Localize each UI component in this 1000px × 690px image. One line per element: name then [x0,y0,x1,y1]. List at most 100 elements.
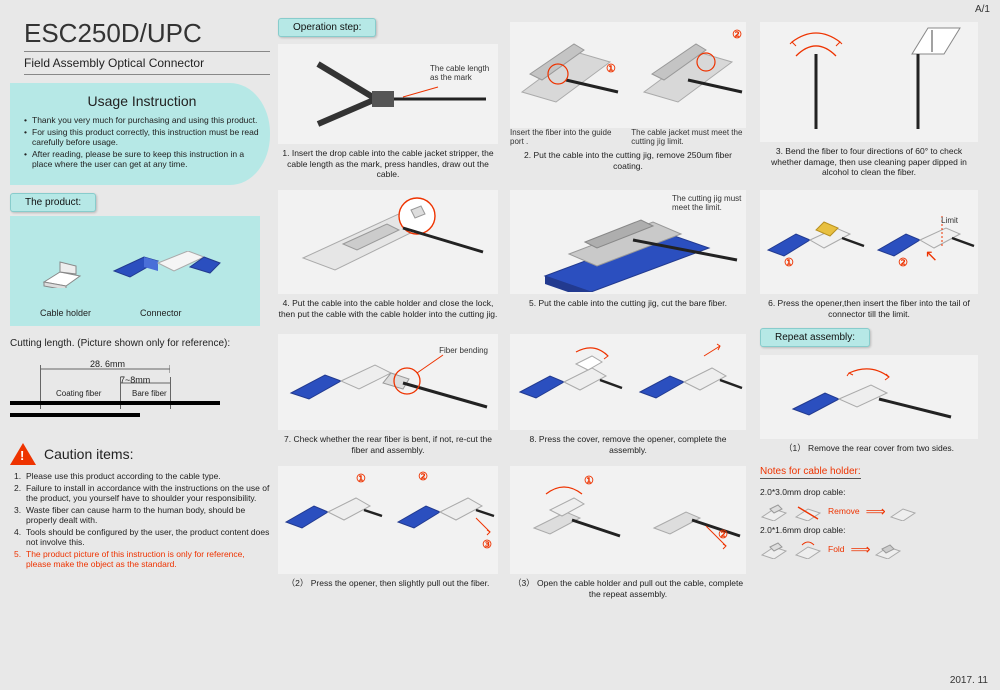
jig-icon [636,22,746,118]
cutting-length-title: Cutting length. (Picture shown only for … [10,338,270,349]
repeat-label: Repeat assembly: [760,328,870,347]
step1-note: The cable length as the mark [430,64,496,82]
arrow-icon: ↖ [925,246,938,266]
limit-label: Limit [941,216,958,225]
usage-item: After reading, please be sure to keep th… [24,149,260,169]
step2-note1: Insert the fiber into the guide port . [510,128,623,146]
holder-jig-icon [283,192,493,292]
step-badge-3: ③ [482,538,492,551]
step2-caption: 2. Put the cable into the cutting jig, r… [510,150,746,171]
step-5: The cutting jig must meet the limit. 5. … [510,190,746,309]
step-4: 4. Put the cable into the cable holder a… [278,190,498,319]
connector-label: Connector [140,308,182,318]
step4-caption: 4. Put the cable into the cable holder a… [278,298,498,319]
bare-label: Bare fiber [132,389,167,398]
step-badge-1: ① [784,256,794,269]
repeat-3: ① ② （3） Open the cable holder and pull o… [510,466,746,599]
caution-header: Caution items: [10,443,270,465]
clean-icon [872,24,972,134]
caution-title: Caution items: [44,446,133,462]
caution-item: 5.The product picture of this instructio… [14,549,270,569]
stripper-icon [288,49,488,139]
step5-note: The cutting jig must meet the limit. [672,194,744,212]
cutting-length-diagram: 28. 6mm 7~8mm Coating fiber Bare fiber [10,359,230,429]
holder-icon [794,501,822,521]
connector-icon [512,336,624,424]
repeat-2: ① ② ③ （2） Press the opener, then slightl… [278,466,498,589]
caution-item: 2.Failure to install in accordance with … [14,483,270,503]
repeat3-caption: （3） Open the cable holder and pull out t… [510,578,746,599]
step6-caption: 6. Press the opener,then insert the fibe… [760,298,978,319]
model-title: ESC250D/UPC [24,18,270,52]
connector-icon [762,196,866,286]
step-badge-2: ② [898,256,908,269]
holder-icon [889,501,917,521]
connector-icon [278,468,384,568]
remove-label: Remove [828,506,860,516]
connector-icon [632,336,744,424]
connector-icon [110,251,230,291]
notes-line1: 2.0*3.0mm drop cable: [760,487,978,497]
holder-icon [794,539,822,559]
step1-caption: 1. Insert the drop cable into the cable … [278,148,498,180]
left-column: ESC250D/UPC Field Assembly Optical Conne… [10,10,270,571]
cable-holder-label: Cable holder [40,308,91,318]
caution-item: 1.Please use this product according to t… [14,471,270,481]
step5-caption: 5. Put the cable into the cutting jig, c… [510,298,746,309]
arrow-icon: ⟹ [866,503,883,520]
holder-open-icon [632,468,744,568]
connector-icon [390,468,496,568]
holder-open-icon [512,468,624,568]
product-box: Cable holder Connector [10,216,260,326]
caution-item: 3.Waste fiber can cause harm to the huma… [14,505,270,525]
holder-icon [760,501,788,521]
connector-icon [779,359,959,435]
step-7: Fiber bending 7. Check whether the rear … [278,334,498,455]
warning-triangle-icon [10,443,36,465]
usage-item: Thank you very much for purchasing and u… [24,115,260,125]
usage-item: For using this product correctly, this i… [24,127,260,147]
step3-caption: 3. Bend the fiber to four directions of … [760,146,978,178]
jig-icon [510,22,620,118]
step2-note2: The cable jacket must meet the cutting j… [631,128,744,146]
step-badge-1: ① [584,474,594,487]
operation-step-label: Operation step: [278,18,376,37]
product-label: The product: [10,193,96,212]
step-badge-2: ② [732,28,742,41]
usage-title: Usage Instruction [24,93,260,109]
bend-icon [766,24,866,134]
fold-label: Fold [828,544,845,554]
step-6: ① Limit ② ↖ 6. Press the opener,then ins… [760,190,978,319]
notes-line2: 2.0*1.6mm drop cable: [760,525,978,535]
repeat-1: Repeat assembly: （1） Remove the rear cov… [760,328,978,454]
notes-label: Notes for cable holder: [760,466,861,479]
usage-instruction-box: Usage Instruction Thank you very much fo… [10,83,270,185]
step-badge-1: ① [606,62,616,75]
arrow-icon: ⟹ [851,541,868,558]
connector-limit-icon [872,196,976,286]
step-badge-2: ② [418,470,428,483]
coating-label: Coating fiber [56,389,101,398]
step-badge-2: ② [718,528,728,541]
holder-icon [760,539,788,559]
step-2: ① ② Insert the fiber into the guide port… [510,22,746,171]
product-subtitle: Field Assembly Optical Connector [24,56,270,75]
page-corner: A/1 [965,0,1000,19]
holder-icon [874,539,902,559]
cable-holder-icon [40,258,84,288]
footer-date: 2017. 11 [950,675,988,686]
dim-total: 28. 6mm [90,359,125,369]
step7-caption: 7. Check whether the rear fiber is bent,… [278,434,498,455]
repeat2-caption: （2） Press the opener, then slightly pull… [278,578,498,589]
caution-list: 1.Please use this product according to t… [10,471,270,569]
step8-caption: 8. Press the cover, remove the opener, c… [510,434,746,455]
step-1: The cable length as the mark 1. Insert t… [278,44,498,180]
operation-steps-area: Operation step: The cable length as the … [278,18,990,672]
step-8: 8. Press the cover, remove the opener, c… [510,334,746,455]
caution-item: 4.Tools should be configured by the user… [14,527,270,547]
step-badge-1: ① [356,472,366,485]
step-3: 3. Bend the fiber to four directions of … [760,22,978,178]
dim-bare: 7~8mm [120,375,150,385]
fiber-bending-label: Fiber bending [439,346,488,355]
notes-cable-holder: Notes for cable holder: 2.0*3.0mm drop c… [760,466,978,563]
